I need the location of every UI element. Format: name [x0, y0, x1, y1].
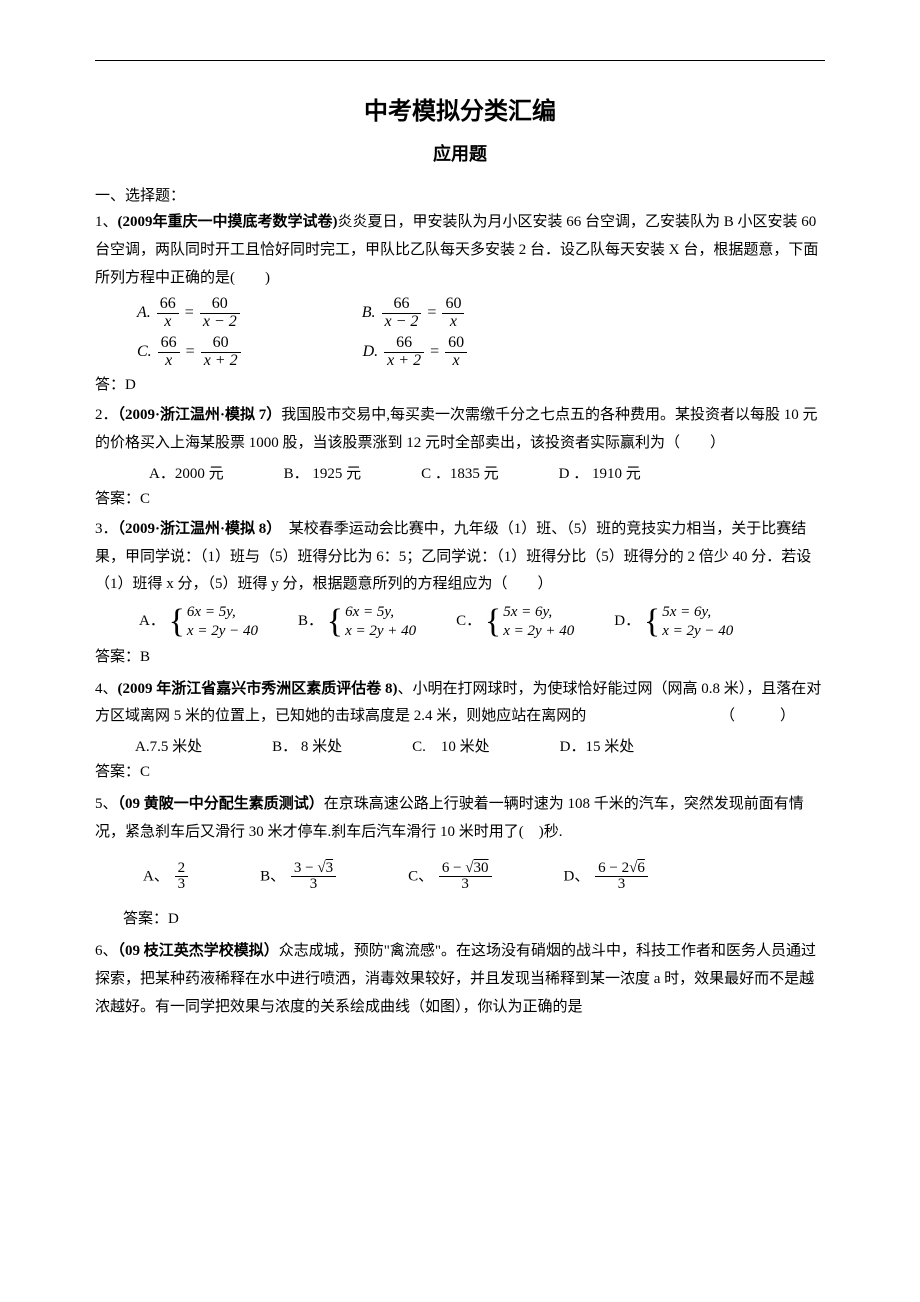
q5-optC-num: 6 − √30: [439, 861, 492, 878]
q4-option-c: C. 10 米处: [412, 735, 490, 756]
q2-option-c: C ．1835 元: [421, 462, 499, 483]
page: 中考模拟分类汇编 应用题 一、选择题： 1、(2009年重庆一中摸底考数学试卷)…: [0, 0, 920, 1302]
page-title: 中考模拟分类汇编: [95, 91, 825, 126]
q2-source: （2009·浙江温州·模拟 7）: [118, 407, 282, 423]
q1-label: 1、: [95, 214, 118, 230]
q1-option-c: C. 66x = 60x + 2: [137, 335, 243, 370]
q1-option-row-1: A. 66x = 60x − 2 B. 66x − 2 = 60x: [95, 296, 825, 331]
q4-blank-paren: （ ）: [720, 703, 825, 731]
q5-options: A、 23 B、 3 − √33 C、 6 − √303 D、 6 − 2√63: [95, 861, 825, 894]
q6-label: 6、: [95, 943, 118, 959]
q3-answer: 答案：B: [95, 645, 825, 666]
q3-options: A． {6x = 5y,x = 2y − 40 B． {6x = 5y,x = …: [95, 603, 825, 641]
page-subtitle: 应用题: [95, 140, 825, 166]
q4-answer: 答案：C: [95, 760, 825, 781]
q2-body: 2．（2009·浙江温州·模拟 7）我国股市交易中,每买卖一次需缴千分之七点五的…: [95, 402, 825, 458]
q4-option-d: D．15 米处: [560, 735, 635, 756]
q1-source: (2009年重庆一中摸底考数学试卷): [118, 214, 338, 230]
q3-option-b: B． {6x = 5y,x = 2y + 40: [298, 603, 416, 641]
q3-option-d: D． {5x = 6y,x = 2y − 40: [614, 603, 733, 641]
q3-option-c: C． {5x = 6y,x = 2y + 40: [456, 603, 574, 641]
q5-label: 5、: [95, 796, 118, 812]
top-horizontal-rule: [95, 60, 825, 61]
q4-option-a: A.7.5 米处: [135, 735, 202, 756]
q2-option-b: B． 1925 元: [284, 462, 362, 483]
q3-body: 3．（2009·浙江温州·模拟 8） 某校春季运动会比赛中，九年级（1）班、（5…: [95, 516, 825, 599]
q2-option-a: A．2000 元: [149, 462, 224, 483]
q3-option-a: A． {6x = 5y,x = 2y − 40: [139, 603, 258, 641]
section-heading: 一、选择题：: [95, 184, 825, 205]
q5-option-b: B、 3 − √33: [260, 861, 338, 894]
q5-answer: 答案：D: [95, 907, 825, 928]
q2-options: A．2000 元 B． 1925 元 C ．1835 元 D ． 1910 元: [95, 462, 825, 483]
q1-body: 1、(2009年重庆一中摸底考数学试卷)炎炎夏日，甲安装队为月小区安装 66 台…: [95, 209, 825, 292]
q2-option-d: D ． 1910 元: [559, 462, 641, 483]
q3-source: （2009·浙江温州·模拟 8）: [118, 521, 274, 537]
q5-optD-num: 6 − 2√6: [595, 861, 648, 878]
q4-option-b: B． 8 米处: [272, 735, 342, 756]
q4-source: (2009 年浙江省嘉兴市秀洲区素质评估卷 8): [118, 681, 398, 697]
q1-option-a: A. 66x = 60x − 2: [137, 296, 242, 331]
q4-body: 4、(2009 年浙江省嘉兴市秀洲区素质评估卷 8)、小明在打网球时，为使球恰好…: [95, 676, 825, 732]
q1-option-d: D. 66x + 2 = 60x: [363, 335, 470, 370]
q5-option-c: C、 6 − √303: [408, 861, 493, 894]
q5-option-a: A、 23: [143, 861, 190, 894]
q5-optB-num: 3 − √3: [291, 861, 336, 878]
q2-label: 2．: [95, 407, 118, 423]
q1-option-row-2: C. 66x = 60x + 2 D. 66x + 2 = 60x: [95, 335, 825, 370]
q1-answer: 答：D: [95, 373, 825, 394]
q5-option-d: D、 6 − 2√63: [564, 861, 650, 894]
q3-label: 3．: [95, 521, 118, 537]
q6-source: （09 枝江英杰学校模拟）: [118, 943, 279, 959]
q4-options: A.7.5 米处 B． 8 米处 C. 10 米处 D．15 米处: [95, 735, 825, 756]
q2-answer: 答案：C: [95, 487, 825, 508]
q1-option-b: B. 66x − 2 = 60x: [362, 296, 467, 331]
q4-label: 4、: [95, 681, 118, 697]
q5-source: （09 黄陂一中分配生素质测试）: [118, 796, 324, 812]
q6-body: 6、（09 枝江英杰学校模拟）众志成城，预防"禽流感"。在这场没有硝烟的战斗中，…: [95, 938, 825, 1021]
q5-body: 5、（09 黄陂一中分配生素质测试）在京珠高速公路上行驶着一辆时速为 108 千…: [95, 791, 825, 847]
